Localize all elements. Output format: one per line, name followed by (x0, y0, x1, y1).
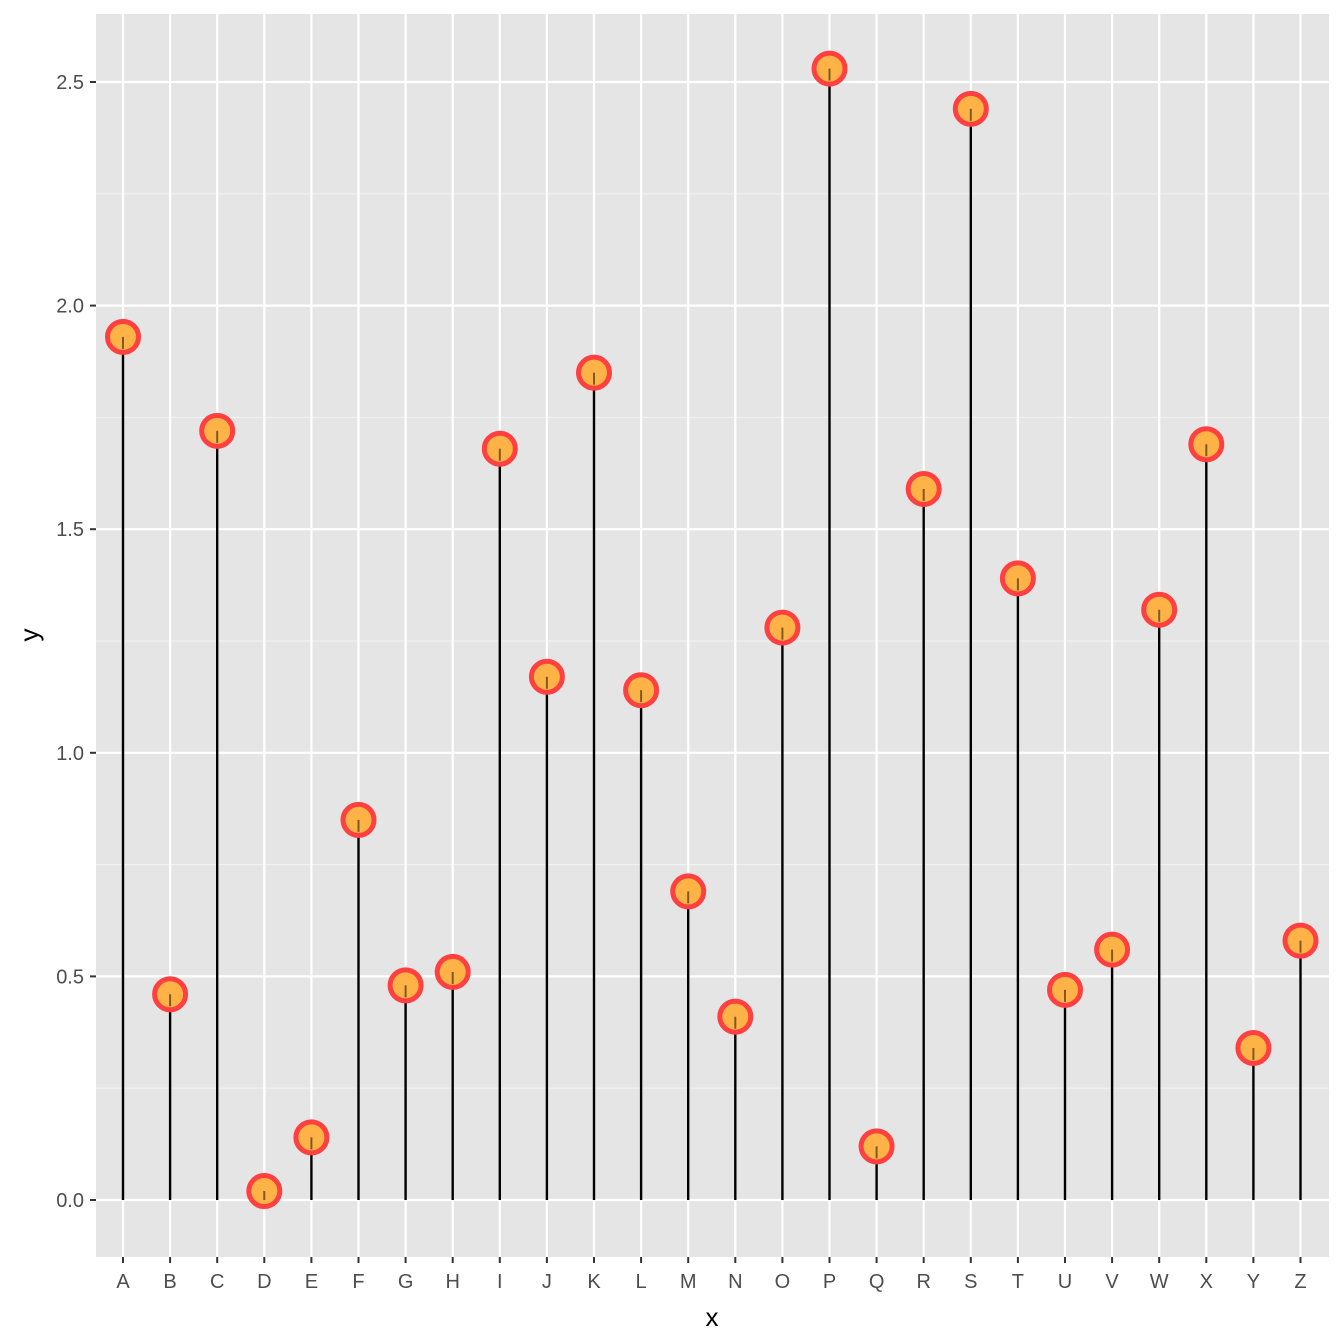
x-tick-label-T: T (1012, 1271, 1024, 1293)
x-tick-label-F: F (352, 1271, 364, 1293)
y-tick-label: 0.5 (56, 966, 84, 988)
x-tick-label-B: B (163, 1271, 176, 1293)
panel-background (96, 14, 1329, 1257)
x-tick-label-X: X (1200, 1271, 1213, 1293)
y-tick-label: 1.5 (56, 519, 84, 541)
x-tick-label-O: O (775, 1271, 791, 1293)
x-tick-label-H: H (445, 1271, 459, 1293)
x-axis-title: x (706, 1302, 719, 1332)
y-axis-title: y (14, 629, 44, 642)
points (105, 50, 1319, 1210)
x-tick-label-G: G (398, 1271, 414, 1293)
y-axis: 0.0 0.5 1.0 1.5 2.0 2.5 (56, 72, 96, 1212)
x-tick-label-S: S (964, 1271, 977, 1293)
x-tick-label-U: U (1058, 1271, 1072, 1293)
x-tick-label-E: E (305, 1271, 318, 1293)
x-tick-label-V: V (1105, 1271, 1119, 1293)
x-tick-label-P: P (823, 1271, 836, 1293)
x-tick-label-K: K (587, 1271, 601, 1293)
y-tick-label: 2.0 (56, 296, 84, 318)
x-tick-label-J: J (542, 1271, 552, 1293)
stems (121, 68, 1302, 1200)
x-tick-label-A: A (116, 1271, 130, 1293)
x-tick-label-M: M (680, 1271, 697, 1293)
x-tick-label-L: L (636, 1271, 647, 1293)
y-tick-label: 2.5 (56, 72, 84, 94)
x-tick-label-R: R (916, 1271, 930, 1293)
x-axis: A B C D E F G H I J K L M N O P Q R S T U V W X Y Z (116, 1257, 1307, 1293)
x-tick-label-Z: Z (1294, 1271, 1306, 1293)
x-tick-label-N: N (728, 1271, 742, 1293)
minor-gridlines (96, 193, 1329, 1089)
x-tick-label-W: W (1150, 1271, 1169, 1293)
x-tick-label-D: D (257, 1271, 271, 1293)
y-tick-label: 0.0 (56, 1190, 84, 1212)
x-tick-label-Y: Y (1247, 1271, 1260, 1293)
x-tick-label-I: I (497, 1271, 503, 1293)
x-tick-label-C: C (210, 1271, 224, 1293)
y-tick-label: 1.0 (56, 743, 84, 765)
x-tick-label-Q: Q (869, 1271, 885, 1293)
